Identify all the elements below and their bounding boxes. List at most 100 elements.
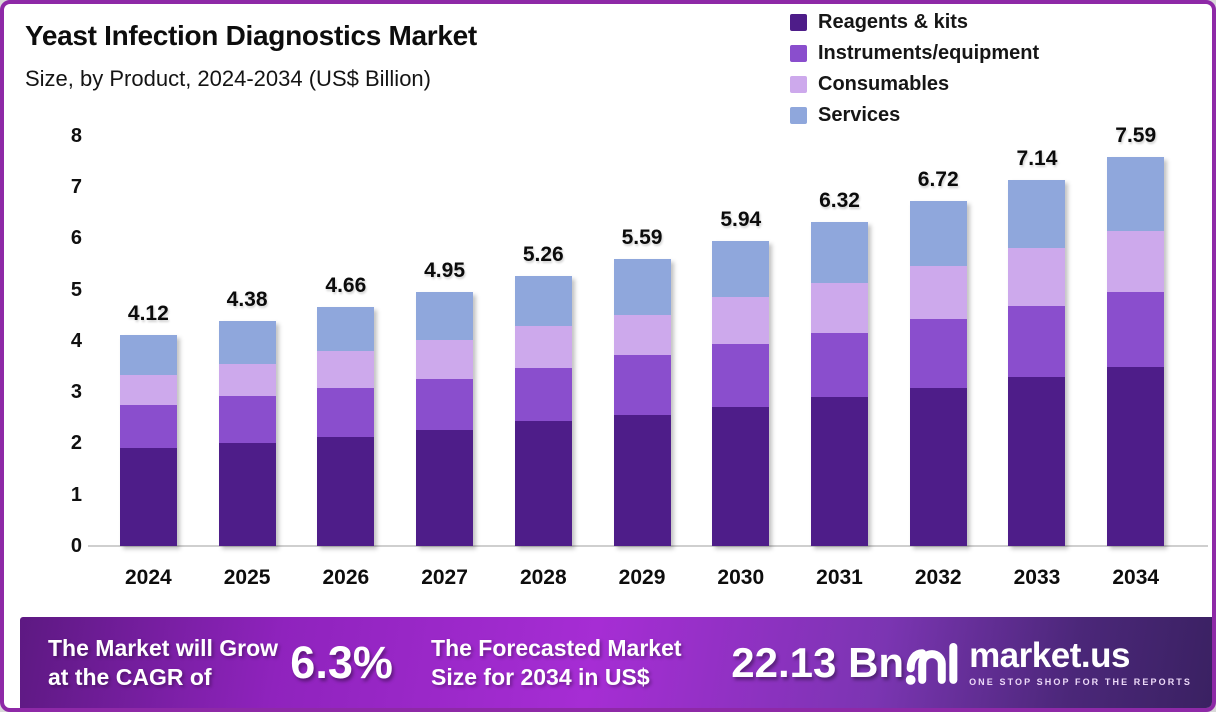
bar-total-label-2026: 4.66 <box>325 274 367 298</box>
bar-stack-2030 <box>712 241 770 546</box>
legend-label-instruments-equipment: Instruments/equipment <box>818 42 1040 64</box>
legend-item-reagents-kits: Reagents & kits <box>790 10 1039 35</box>
brand-name: market.us <box>969 636 1130 675</box>
bar-total-label-2030: 5.94 <box>720 208 762 232</box>
bar-total-label-2032: 6.72 <box>917 168 959 192</box>
brand-logo: market.us ONE STOP SHOP FOR THE REPORTS <box>904 638 1192 687</box>
bar-segment-2027-instruments-equipment <box>416 378 474 430</box>
bar-segment-2028-consumables <box>514 326 572 368</box>
bar-segment-2028-instruments-equipment <box>514 367 572 422</box>
bar-segment-2026-instruments-equipment <box>317 388 375 438</box>
bar-total-label-2025: 4.38 <box>226 288 268 312</box>
bar-total-label-2034: 7.59 <box>1115 123 1157 147</box>
bar-segment-2032-reagents-kits <box>909 387 967 546</box>
legend-swatch-instruments-equipment <box>790 45 807 62</box>
bar-segment-2031-consumables <box>811 282 868 334</box>
bar-segment-2027-services <box>416 292 474 340</box>
bar-column-2034: 7.59 <box>1086 4 1185 546</box>
bar-total-label-2024: 4.12 <box>127 301 169 325</box>
y-axis-tick-6: 6 <box>70 227 82 250</box>
legend-label-services: Services <box>818 104 901 126</box>
forecast-label-line2: Size for 2034 in US$ <box>431 663 650 690</box>
legend-swatch-reagents-kits <box>790 14 807 31</box>
x-axis-label-2034: 2034 <box>1112 566 1160 589</box>
bar-segment-2026-services <box>317 307 375 351</box>
x-axis-label-2029: 2029 <box>618 566 666 589</box>
bar-column-2029: 5.59 <box>593 4 692 546</box>
bar-segment-2030-services <box>712 241 770 298</box>
market-us-logo-icon <box>905 642 958 685</box>
bar-segment-2033-consumables <box>1008 248 1066 306</box>
legend-swatch-services <box>790 107 807 124</box>
y-axis-tick-2: 2 <box>70 432 82 455</box>
bar-stack-2031 <box>811 221 868 546</box>
bar-stack-2034 <box>1107 156 1165 546</box>
bar-column-2024: 4.12 <box>99 4 198 546</box>
x-axis-labels: 2024 2025 2026 2027 2028 2029 2030 2031 2032 2033… <box>99 566 1185 590</box>
bar-segment-2024-reagents-kits <box>119 448 177 546</box>
bar-column-2031: 6.32 <box>790 4 889 546</box>
bar-segment-2026-consumables <box>317 350 375 389</box>
bar-column-2027: 4.95 <box>395 4 494 546</box>
cagr-label-line1: The Market will Grow <box>48 635 279 662</box>
legend-swatch-consumables <box>790 76 807 93</box>
bar-column-2026: 4.66 <box>296 4 395 546</box>
page-subtitle: Size, by Product, 2024-2034 (US$ Billion… <box>25 66 431 91</box>
y-axis-tick-3: 3 <box>70 381 82 404</box>
bar-segment-2026-reagents-kits <box>317 437 375 546</box>
page-title: Yeast Infection Diagnostics Market <box>25 20 477 51</box>
forecast-label: The Forecasted Market Size for 2034 in U… <box>431 634 699 690</box>
bar-segment-2029-reagents-kits <box>613 414 671 546</box>
bar-segment-2024-services <box>119 334 177 376</box>
footer-banner: The Market will Grow at the CAGR of 6.3%… <box>20 617 1212 708</box>
bar-stack-2027 <box>416 292 474 546</box>
x-axis-label-2030: 2030 <box>717 566 765 589</box>
bar-total-label-2031: 6.32 <box>819 188 860 212</box>
bar-stack-2024 <box>119 334 177 546</box>
bar-stack-2029 <box>613 259 671 546</box>
bar-segment-2029-instruments-equipment <box>613 355 671 415</box>
x-axis-label-2026: 2026 <box>322 566 370 589</box>
chart-legend: Reagents & kits Instruments/equipment Cons… <box>790 10 1039 128</box>
bar-total-label-2028: 5.26 <box>522 243 564 267</box>
bar-segment-2031-instruments-equipment <box>811 333 868 398</box>
stacked-bar-chart: 0 1 2 3 4 5 6 7 8 4.12 4.38 4.66 4.95 5.26 5.59 5.94 6.… <box>4 4 1212 708</box>
brand-tagline: ONE STOP SHOP FOR THE REPORTS <box>969 677 1192 687</box>
forecast-label-line1: The Forecasted Market <box>431 635 682 662</box>
bar-segment-2030-reagents-kits <box>712 407 770 546</box>
x-axis-label-2025: 2025 <box>223 566 271 589</box>
x-axis-label-2024: 2024 <box>125 566 172 589</box>
brand-text: market.us ONE STOP SHOP FOR THE REPORTS <box>969 638 1192 687</box>
bar-stack-2026 <box>317 307 375 546</box>
bar-column-2033: 7.14 <box>988 4 1087 546</box>
bar-segment-2025-instruments-equipment <box>218 396 276 443</box>
y-axis-tick-5: 5 <box>70 278 82 301</box>
y-axis-tick-8: 8 <box>70 124 82 147</box>
bar-segment-2027-consumables <box>416 339 474 379</box>
bar-column-2025: 4.38 <box>198 4 297 546</box>
bar-segment-2030-consumables <box>712 297 770 344</box>
y-axis-tick-0: 0 <box>70 535 82 557</box>
bar-segment-2033-services <box>1008 179 1066 249</box>
cagr-label: The Market will Grow at the CAGR of <box>48 634 282 690</box>
x-axis-label-2033: 2033 <box>1013 566 1061 589</box>
bar-segment-2024-instruments-equipment <box>119 404 177 448</box>
legend-item-services: Services <box>790 103 1039 128</box>
bar-segment-2025-services <box>218 321 276 364</box>
bar-column-2032: 6.72 <box>889 4 988 546</box>
bar-segment-2032-instruments-equipment <box>909 318 967 388</box>
bar-segment-2033-instruments-equipment <box>1008 305 1066 378</box>
y-axis-tick-7: 7 <box>70 175 82 198</box>
bar-segment-2032-services <box>909 201 967 267</box>
legend-item-instruments-equipment: Instruments/equipment <box>790 41 1039 66</box>
legend-label-reagents-kits: Reagents & kits <box>818 11 969 33</box>
bar-segment-2028-services <box>514 276 572 327</box>
bar-segment-2028-reagents-kits <box>514 421 572 546</box>
bar-segment-2031-services <box>811 221 868 283</box>
bar-segment-2033-reagents-kits <box>1008 377 1066 546</box>
bar-total-label-2029: 5.59 <box>621 226 663 250</box>
bar-segment-2024-consumables <box>119 375 177 405</box>
x-axis-label-2028: 2028 <box>519 566 567 589</box>
bar-segment-2025-reagents-kits <box>218 442 276 546</box>
